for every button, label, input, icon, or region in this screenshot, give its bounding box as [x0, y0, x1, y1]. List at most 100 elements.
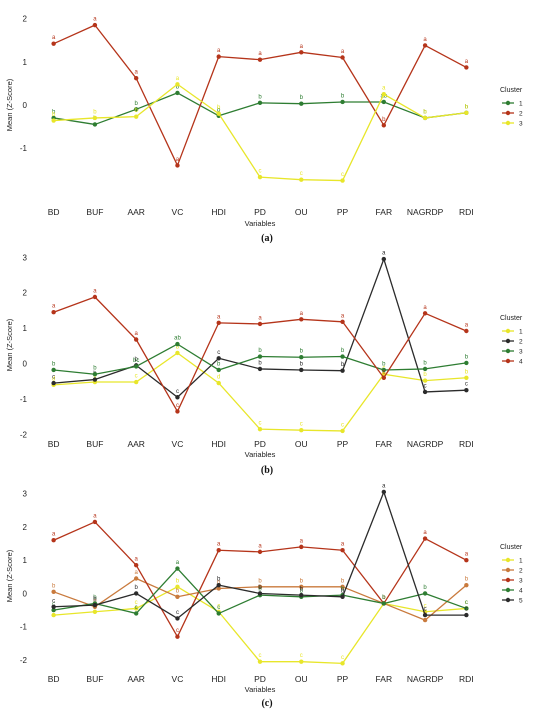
y-tick-label: 1 [23, 556, 28, 565]
significance-letter: a [258, 315, 262, 321]
significance-letter: b [382, 595, 386, 601]
y-tick-label: 2 [23, 15, 28, 24]
y-tick-label: 0 [23, 101, 28, 110]
x-tick-label: PP [337, 674, 349, 684]
significance-letter: a [52, 532, 56, 538]
data-point [133, 562, 139, 568]
legend-label: 1 [519, 558, 523, 565]
series-1: bbbbbbbbabbb [51, 84, 469, 127]
data-point [340, 55, 345, 60]
significance-letter: c [300, 171, 303, 177]
data-point [175, 82, 180, 87]
significance-letter: b [300, 588, 304, 594]
x-tick-label: AAR [127, 674, 144, 684]
x-axis-label: Variables [245, 450, 276, 459]
data-point [175, 350, 180, 356]
data-point [299, 367, 304, 373]
series-1: dccbdccccbb [51, 344, 469, 434]
data-point [92, 122, 98, 127]
series-line-4 [53, 296, 467, 413]
significance-letter: b [135, 585, 139, 591]
significance-letter: b [300, 95, 304, 101]
data-point [381, 99, 387, 105]
data-point [381, 375, 387, 380]
data-point [133, 591, 139, 596]
significance-letter: c [259, 653, 262, 659]
data-point [133, 606, 139, 611]
data-point [299, 544, 304, 550]
data-point [92, 372, 98, 377]
data-point [381, 123, 387, 128]
legend-label: 2 [519, 111, 523, 118]
significance-letter: d [52, 376, 55, 382]
data-point [422, 115, 428, 121]
x-tick-label: VC [172, 439, 184, 449]
data-point [133, 76, 139, 81]
series-3: a a a c a a a a b a a [51, 513, 469, 639]
significance-letter: b [52, 112, 56, 118]
data-point [422, 617, 428, 623]
data-point [422, 311, 428, 316]
y-axis-label: Mean (Z-Score) [5, 78, 14, 131]
data-point [340, 584, 345, 590]
data-point [299, 355, 304, 360]
significance-letter: c [424, 603, 427, 609]
significance-letter: c [217, 603, 220, 609]
legend-swatch-point [505, 358, 511, 364]
data-point [175, 616, 180, 621]
data-point [92, 294, 98, 300]
x-tick-label: NAGRDP [407, 674, 444, 684]
x-tick-label: PD [254, 207, 266, 217]
significance-letter: a [341, 49, 345, 55]
series-line-2 [53, 258, 467, 398]
y-tick-label: 1 [23, 58, 28, 67]
legend-title: Cluster [500, 87, 523, 94]
data-point [257, 426, 263, 432]
data-point [216, 548, 221, 553]
significance-letter: c [465, 382, 468, 388]
data-point [340, 594, 345, 599]
data-point [133, 379, 139, 385]
legend-swatch-point [505, 110, 511, 116]
significance-letter: a [93, 17, 97, 23]
significance-letter: c [176, 389, 179, 395]
y-tick-label: -1 [20, 144, 28, 153]
significance-letter: a [217, 314, 221, 320]
significance-letter: a [217, 542, 221, 548]
legend-label: 2 [519, 339, 523, 346]
legend-label: 3 [519, 121, 523, 128]
significance-letter: c [259, 169, 262, 175]
significance-letter: c [135, 600, 138, 606]
significance-letter: b [423, 109, 427, 115]
significance-letter: c [135, 605, 138, 611]
significance-letter: b [135, 108, 139, 114]
significance-letter: b [217, 361, 221, 367]
x-tick-label: RDI [459, 207, 474, 217]
chart-panel-1: -1 0 1 2 Mean (Z-Score) BD BUF AAR VC HDI PD OU PP FA… [5, 15, 523, 244]
significance-letter: b [341, 588, 345, 594]
significance-letter: b [423, 372, 427, 378]
significance-letter: c [465, 600, 468, 606]
significance-letter: b [382, 595, 386, 601]
significance-letter: b [176, 344, 180, 350]
significance-letter: b [382, 361, 386, 367]
y-tick-label: 2 [23, 289, 28, 298]
legend-label: 4 [519, 359, 523, 366]
significance-letter: a [52, 35, 56, 41]
significance-letter: a [176, 560, 180, 566]
data-point [340, 99, 345, 105]
significance-letter: b [300, 361, 304, 367]
data-point [51, 604, 56, 609]
data-point [51, 589, 56, 595]
x-tick-label: OU [295, 439, 308, 449]
significance-letter: a [52, 304, 56, 310]
legend-label: 3 [519, 349, 523, 356]
significance-letter: b [465, 104, 469, 110]
significance-letter: a [382, 251, 386, 257]
significance-letter: a [382, 86, 386, 92]
significance-letter: b [341, 578, 345, 584]
significance-letter: a [300, 311, 304, 317]
data-point [51, 118, 56, 123]
significance-letter: b [300, 578, 304, 584]
